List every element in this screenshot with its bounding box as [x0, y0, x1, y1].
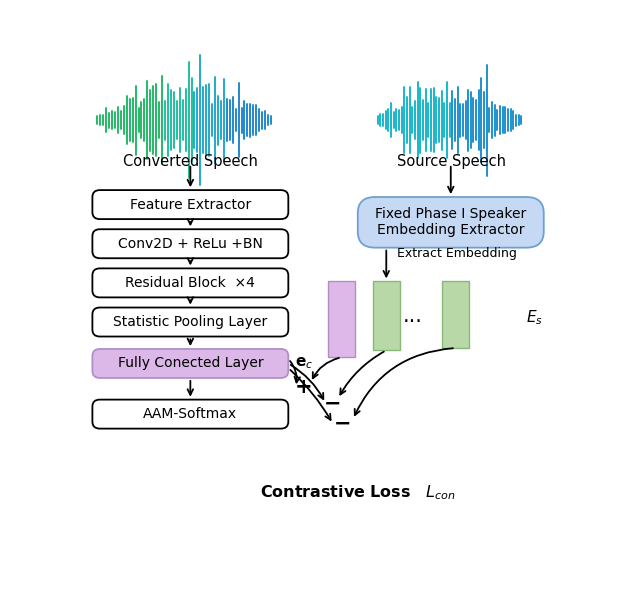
Text: AAM-Softmax: AAM-Softmax	[143, 407, 237, 421]
Text: Fully Conected Layer: Fully Conected Layer	[118, 356, 263, 371]
FancyBboxPatch shape	[358, 197, 544, 248]
FancyBboxPatch shape	[92, 190, 289, 219]
Text: Conv2D + ReLu +BN: Conv2D + ReLu +BN	[118, 237, 263, 251]
Text: Source Speech: Source Speech	[397, 154, 506, 169]
FancyBboxPatch shape	[92, 307, 289, 337]
Text: Feature Extractor: Feature Extractor	[130, 197, 251, 212]
FancyBboxPatch shape	[442, 281, 469, 348]
FancyBboxPatch shape	[372, 281, 400, 350]
Text: −: −	[324, 393, 342, 413]
Text: −: −	[334, 414, 351, 434]
Text: Converted Speech: Converted Speech	[123, 154, 257, 169]
Text: Fixed Phase I Speaker
Embedding Extractor: Fixed Phase I Speaker Embedding Extracto…	[375, 208, 526, 237]
Text: Statistic Pooling Layer: Statistic Pooling Layer	[113, 315, 268, 329]
FancyBboxPatch shape	[92, 399, 289, 429]
Text: Extract Embedding: Extract Embedding	[397, 246, 517, 260]
FancyBboxPatch shape	[92, 349, 289, 378]
Text: +: +	[294, 377, 312, 397]
Text: ...: ...	[403, 306, 422, 326]
Text: $\mathit{E}_s$: $\mathit{E}_s$	[527, 309, 543, 328]
FancyBboxPatch shape	[92, 229, 289, 258]
Text: Residual Block  ×4: Residual Block ×4	[125, 276, 255, 290]
Text: $\mathbf{e}_c$: $\mathbf{e}_c$	[295, 355, 314, 371]
FancyBboxPatch shape	[328, 281, 355, 357]
Text: $\mathbf{Contrastive\ Loss}\ \ \ L_{con}$: $\mathbf{Contrastive\ Loss}\ \ \ L_{con}…	[260, 484, 456, 502]
FancyBboxPatch shape	[92, 269, 289, 297]
